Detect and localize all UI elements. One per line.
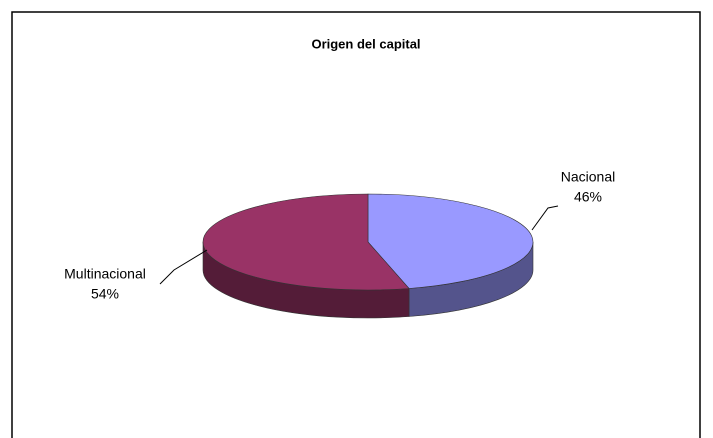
category-label: Nacional: [561, 169, 615, 185]
value-label: 54%: [91, 286, 119, 302]
category-label: Multinacional: [64, 266, 146, 282]
pie-slice: [202, 193, 410, 291]
leader-line: [159, 249, 208, 285]
leader-line: [531, 205, 559, 231]
chart-title: Origen del capital: [311, 36, 420, 51]
pie-slice: [367, 193, 534, 289]
value-label: 46%: [574, 189, 602, 205]
